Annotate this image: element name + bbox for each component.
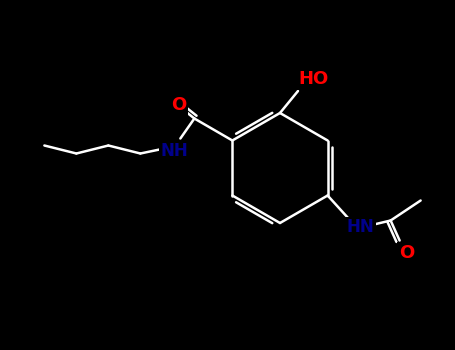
Text: HN: HN bbox=[347, 218, 374, 237]
Text: O: O bbox=[399, 244, 414, 261]
Text: NH: NH bbox=[161, 141, 188, 160]
Text: O: O bbox=[171, 96, 186, 113]
Text: HO: HO bbox=[299, 70, 329, 88]
